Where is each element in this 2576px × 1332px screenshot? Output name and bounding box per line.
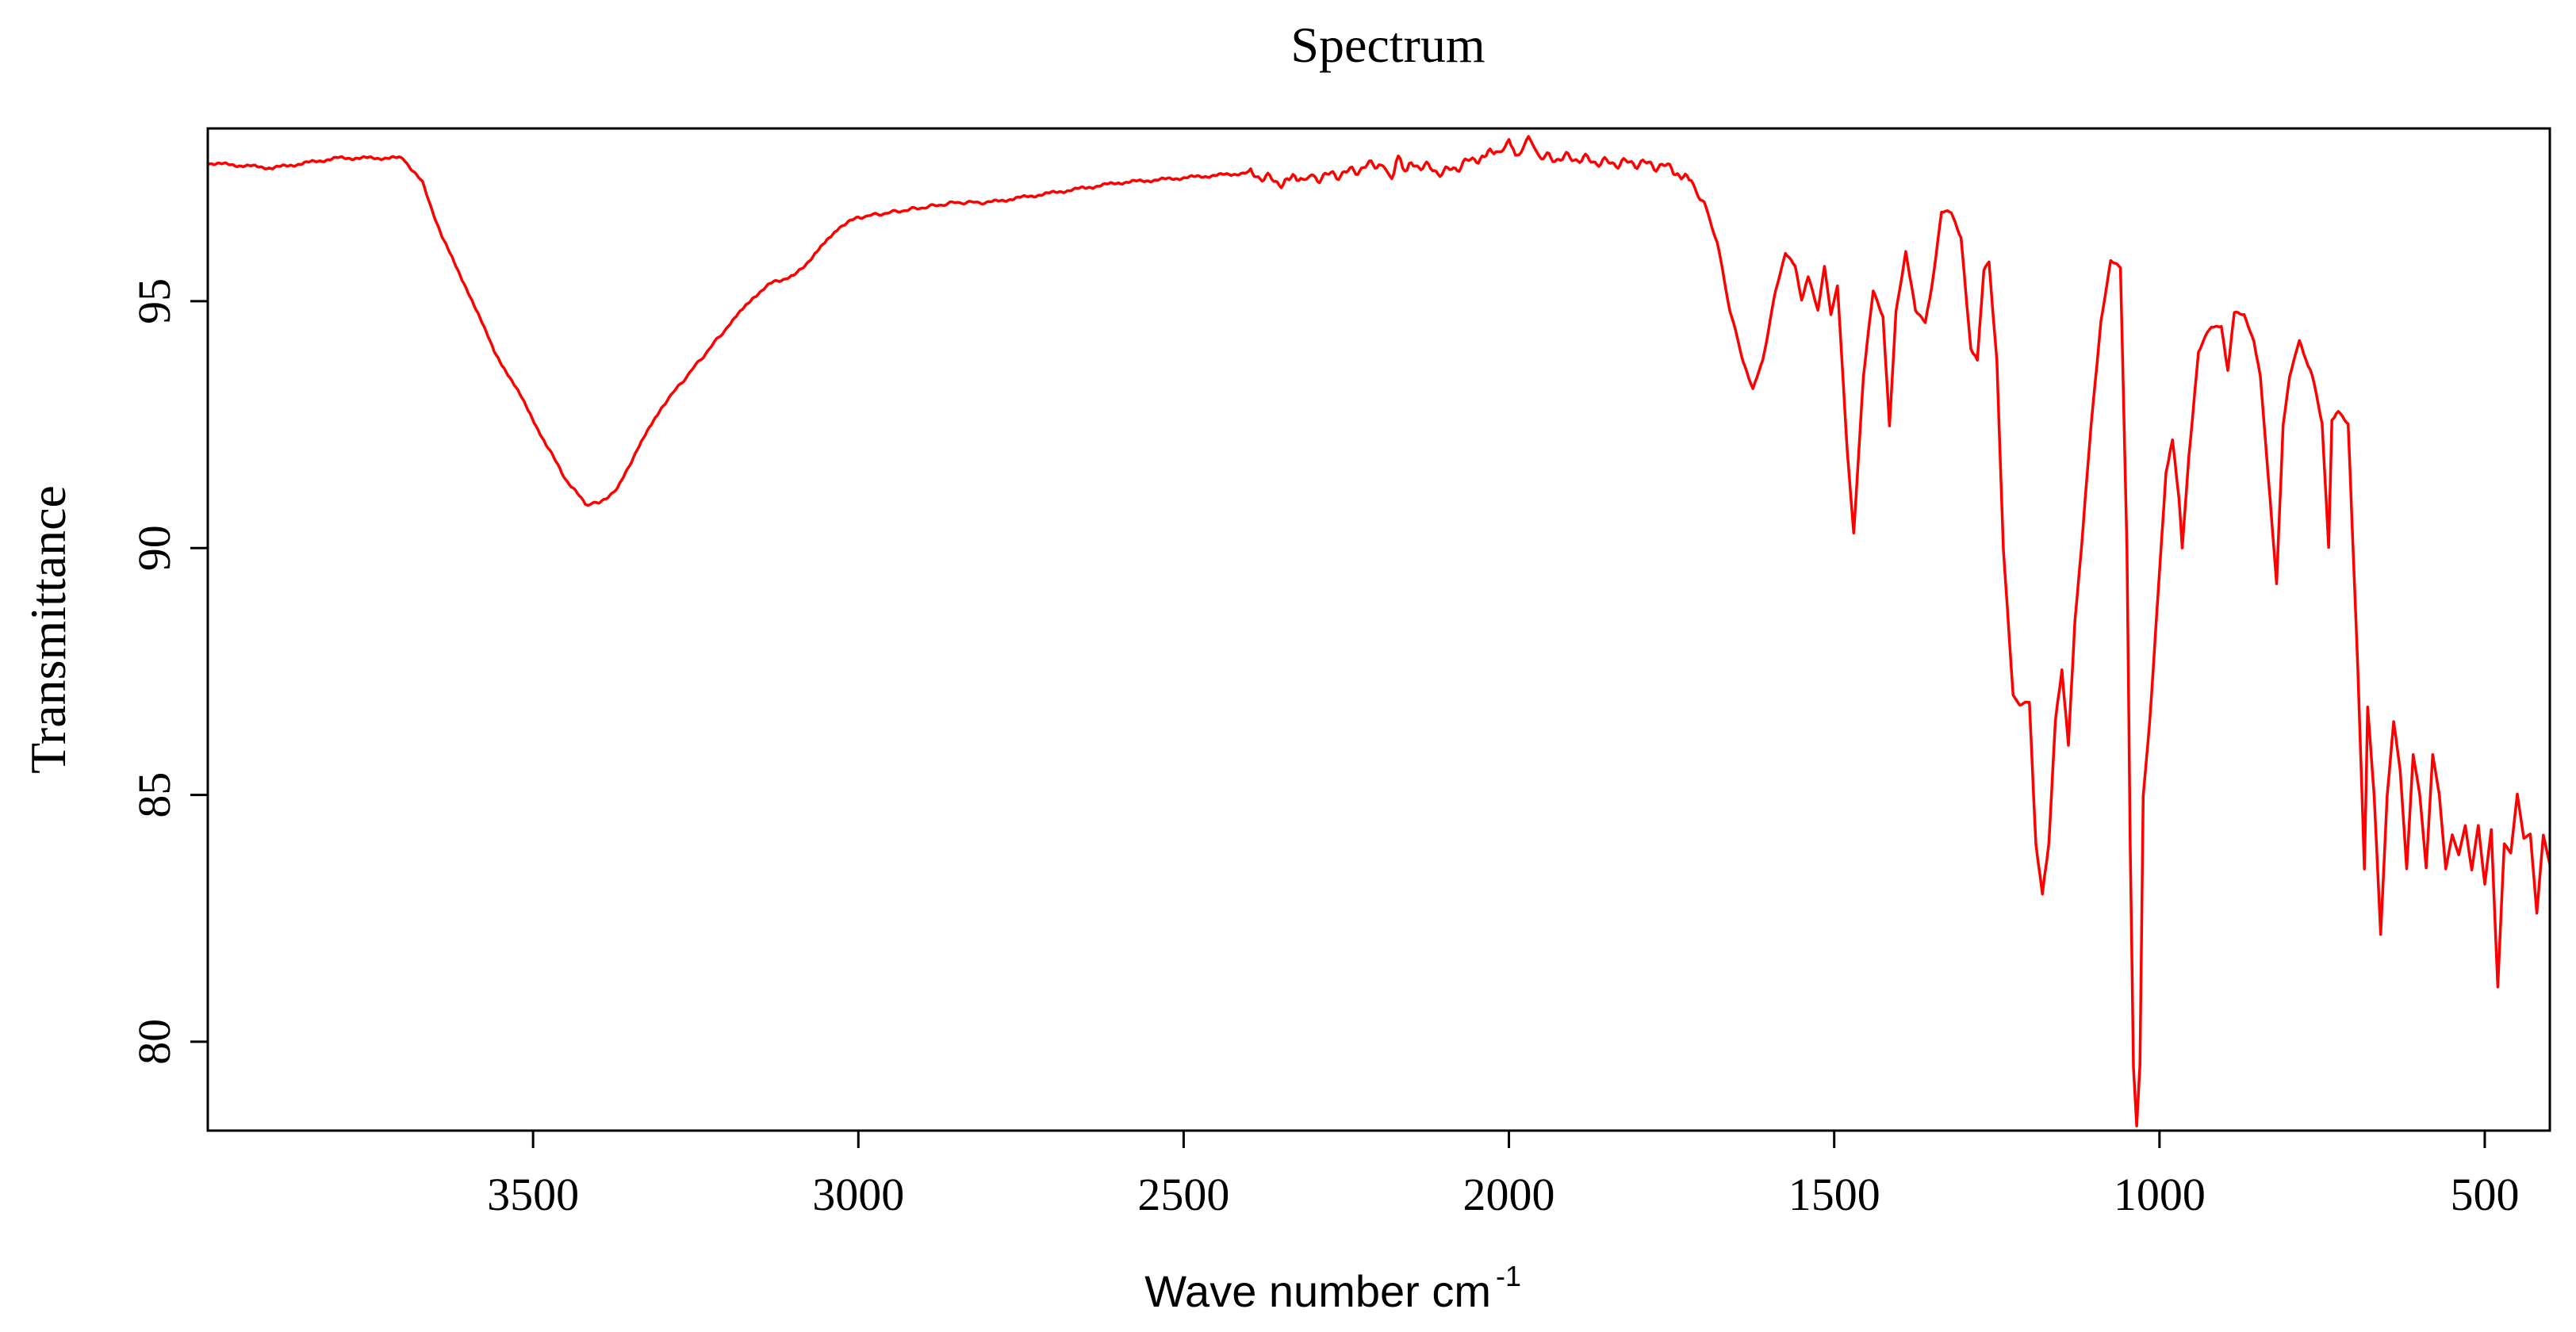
x-tick-label: 2500: [1137, 1169, 1229, 1220]
chart-title: Spectrum: [1290, 17, 1485, 73]
spectrum-series-line: [208, 135, 2550, 1127]
x-tick-label: 3000: [812, 1169, 904, 1220]
x-tick-label: 1000: [2114, 1169, 2206, 1220]
y-tick-label: 95: [128, 278, 180, 324]
y-tick-label: 90: [128, 525, 180, 571]
y-tick-label: 80: [128, 1019, 180, 1065]
x-tick-label: 1500: [1788, 1169, 1880, 1220]
x-axis-label: Wave number cm: [1144, 1266, 1491, 1316]
x-tick-label: 500: [2450, 1169, 2519, 1220]
plot-frame: [206, 127, 2551, 1132]
x-axis-label-superscript: -1: [1496, 1260, 1521, 1292]
x-tick-label: 2000: [1463, 1169, 1555, 1220]
y-axis: 80 85 90 95: [128, 278, 208, 1065]
y-tick-label: 85: [128, 772, 180, 818]
x-axis: 3500 3000 2500 2000 1500 1000 500: [487, 1131, 2519, 1220]
y-axis-label: Transmittance: [20, 485, 76, 774]
x-tick-label: 3500: [487, 1169, 579, 1220]
